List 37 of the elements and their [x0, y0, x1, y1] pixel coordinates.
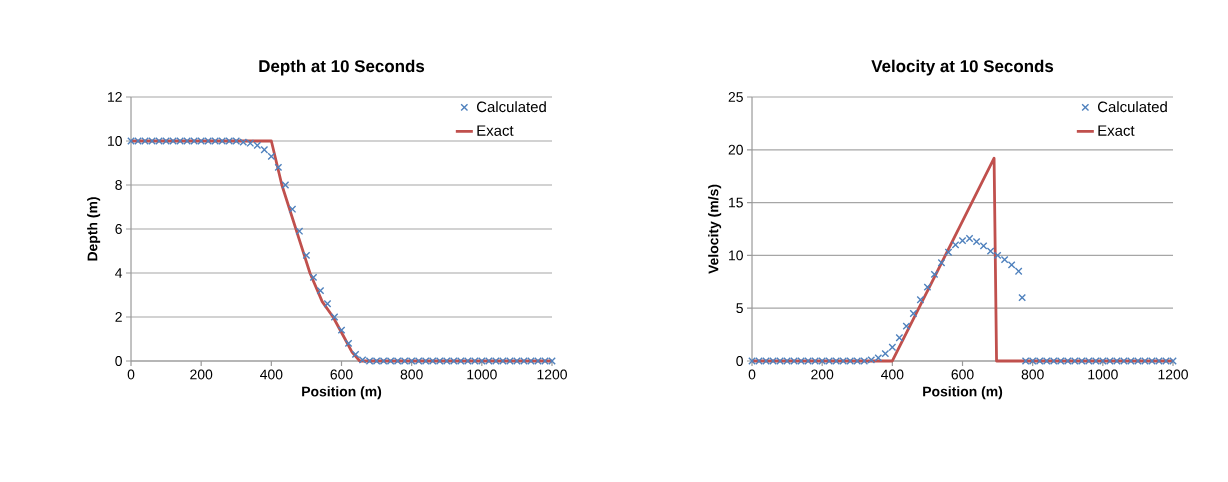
y-tick-label: 6 [115, 224, 122, 234]
x-tick-label: 200 [190, 369, 213, 380]
y-tick-label: 12 [108, 92, 122, 102]
x-axis-title: Position (m) [302, 386, 382, 400]
x-tick-label: 800 [1021, 369, 1044, 380]
chart-title: Depth at 10 Seconds [259, 59, 425, 76]
x-tick-label: 0 [748, 369, 756, 380]
y-axis-title: Velocity (m/s) [708, 184, 722, 274]
y-tick-label: 25 [728, 92, 743, 102]
y-tick-label: 0 [736, 356, 743, 366]
y-tick-label: 20 [728, 144, 743, 155]
y-tick-label: 15 [729, 197, 743, 208]
x-tick-label: 600 [951, 369, 974, 380]
x-tick-label: 800 [400, 369, 423, 380]
x-axis-title: Position (m) [923, 386, 1003, 400]
y-tick-label: 8 [115, 180, 122, 190]
y-tick-label: 4 [115, 268, 123, 278]
x-tick-label: 1000 [1088, 369, 1118, 380]
x-tick-label: 1200 [1158, 369, 1188, 380]
legend-label: Exact [1098, 125, 1135, 136]
x-tick-label: 600 [330, 369, 353, 380]
y-tick-label: 10 [729, 250, 743, 261]
y-axis-title: Depth (m) [87, 197, 101, 261]
x-tick-label: 400 [260, 369, 283, 380]
x-tick-label: 1000 [467, 369, 497, 380]
legend-label: Exact [477, 125, 514, 136]
chart-title: Velocity at 10 Seconds [871, 59, 1054, 76]
x-tick-label: 400 [881, 369, 904, 380]
y-tick-label: 5 [736, 303, 743, 314]
legend-label: Calculated [476, 101, 546, 113]
y-tick-label: 10 [108, 136, 122, 146]
x-tick-label: 0 [127, 369, 135, 380]
x-tick-label: 200 [811, 369, 834, 380]
y-tick-label: 0 [115, 356, 122, 366]
y-tick-label: 2 [115, 312, 122, 322]
x-tick-label: 1200 [537, 369, 567, 380]
legend-label: Calculated [1097, 101, 1167, 113]
